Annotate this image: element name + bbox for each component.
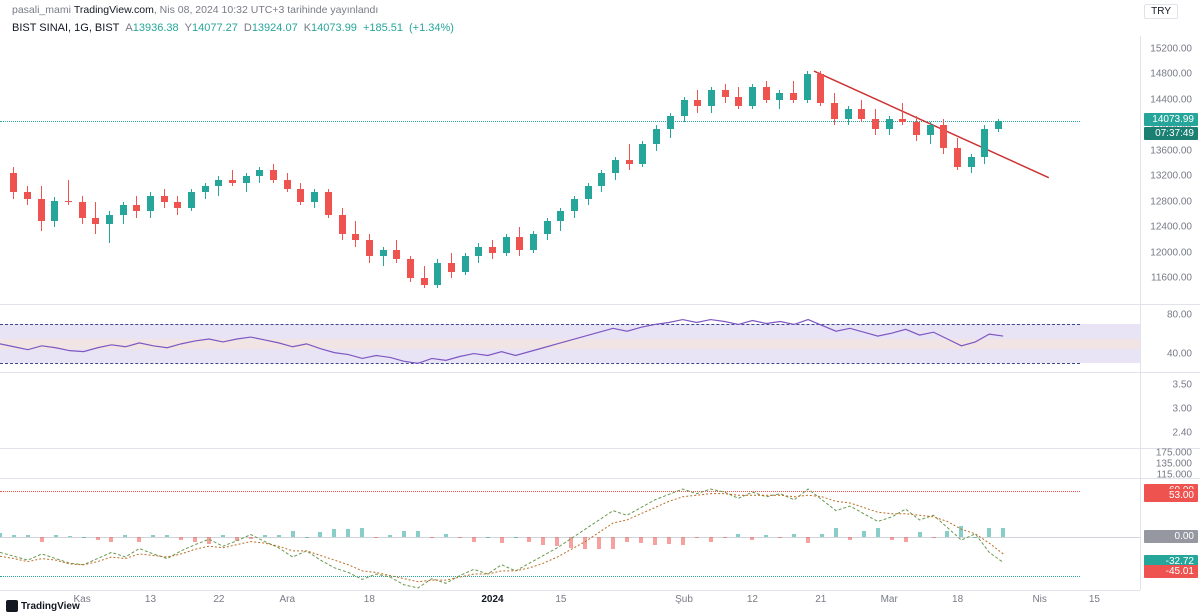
price-yaxis[interactable]: 15200.0014800.0014400.0014000.0013600.00… [1140,36,1200,304]
symbol-info: BIST SINAI, 1G, BIST A13936.38 Y14077.27… [12,22,454,34]
indicator4-panel[interactable]: 175.000135.000115.000 [0,448,1200,478]
price-panel[interactable]: 15200.0014800.0014400.0014000.0013600.00… [0,36,1200,304]
ind4-yaxis[interactable]: 175.000135.000115.000 [1140,449,1200,478]
indicator5-panel[interactable]: 60.0053.000.00-32.72-45.01 [0,478,1200,590]
publish-header: pasali_mami TradingView.com, Nis 08, 202… [12,4,378,16]
currency-chip[interactable]: TRY [1144,4,1178,19]
blank-yaxis[interactable]: 3.503.002.40 [1140,373,1200,448]
time-axis[interactable]: Kas1322Ara18202415Şub1221Mar18Nis15 [0,590,1140,614]
brand: TradingView.com [74,4,154,16]
tv-icon [6,600,18,612]
symbol[interactable]: BIST SINAI, 1G, BIST [12,22,119,34]
username: pasali_mami [12,4,71,16]
ind5-yaxis[interactable]: 60.0053.000.00-32.72-45.01 [1140,479,1200,590]
tradingview-logo[interactable]: TradingView [6,600,80,612]
rsi-panel[interactable]: 80.0040.00 [0,304,1200,372]
blank-panel[interactable]: 3.503.002.40 [0,372,1200,448]
rsi-yaxis[interactable]: 80.0040.00 [1140,305,1200,372]
